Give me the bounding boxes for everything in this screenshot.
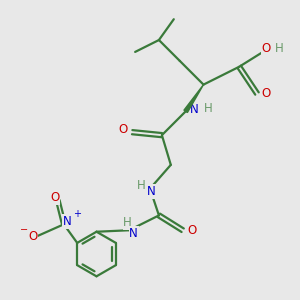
Text: O: O	[187, 224, 196, 237]
Text: +: +	[73, 209, 81, 219]
Text: N: N	[190, 103, 199, 116]
Text: −: −	[20, 225, 28, 235]
Text: O: O	[118, 123, 128, 136]
Text: N: N	[147, 185, 156, 198]
Polygon shape	[184, 85, 203, 112]
Text: O: O	[28, 230, 37, 243]
Text: H: H	[137, 179, 146, 192]
Text: O: O	[261, 42, 271, 56]
Text: O: O	[50, 191, 59, 204]
Text: N: N	[62, 215, 71, 228]
Text: H: H	[123, 216, 132, 229]
Text: H: H	[204, 102, 212, 115]
Text: N: N	[129, 227, 138, 240]
Text: O: O	[261, 87, 271, 100]
Text: H: H	[275, 42, 284, 56]
